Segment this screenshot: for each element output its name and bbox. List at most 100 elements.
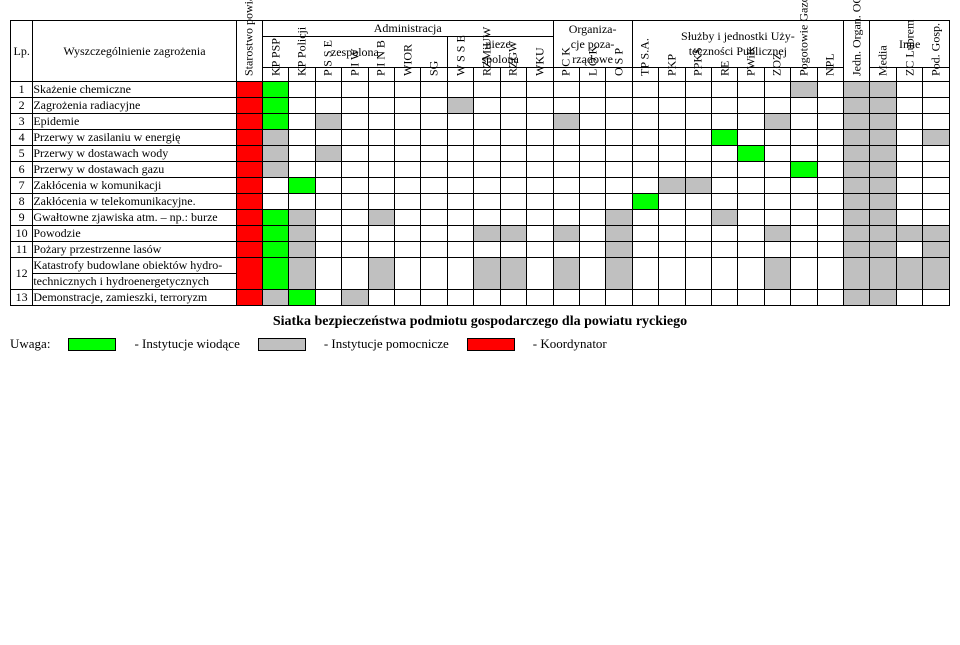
- cell: [606, 162, 632, 178]
- cell: [817, 146, 843, 162]
- cell: [579, 98, 605, 114]
- cell: [395, 194, 421, 210]
- cell: [447, 130, 473, 146]
- cell: [474, 210, 500, 226]
- cell: [289, 194, 315, 210]
- cell: [579, 210, 605, 226]
- cell: [791, 98, 817, 114]
- cell: [606, 242, 632, 258]
- cell: [632, 194, 658, 210]
- cell: [659, 130, 685, 146]
- col-6: WIOR: [395, 68, 421, 82]
- cell: [870, 194, 896, 210]
- cell: [711, 146, 737, 162]
- row-lp: 13: [11, 290, 33, 306]
- cell: [342, 98, 368, 114]
- cell: [711, 210, 737, 226]
- cell: [236, 114, 262, 130]
- cell: [289, 82, 315, 98]
- cell: [659, 162, 685, 178]
- cell: [579, 194, 605, 210]
- cell: [342, 226, 368, 242]
- cell: [896, 290, 922, 306]
- cell: [500, 114, 526, 130]
- cell: [500, 194, 526, 210]
- cell: [553, 210, 579, 226]
- cell: [500, 98, 526, 114]
- cell: [764, 210, 790, 226]
- cell: [395, 210, 421, 226]
- cell: [659, 290, 685, 306]
- cell: [315, 146, 341, 162]
- cell: [395, 146, 421, 162]
- cell: [870, 162, 896, 178]
- cell: [447, 242, 473, 258]
- cell: [606, 178, 632, 194]
- row-name: Zakłócenia w telekomunikacyjne.: [33, 194, 236, 210]
- cell: [474, 162, 500, 178]
- cell: [791, 210, 817, 226]
- cell: [262, 130, 288, 146]
- col-15: TP S.A.: [632, 68, 658, 82]
- cell: [844, 258, 870, 290]
- header-name: Wyszczególnienie zagrożenia: [33, 21, 236, 82]
- row-lp: 10: [11, 226, 33, 242]
- cell: [342, 162, 368, 178]
- cell: [764, 146, 790, 162]
- cell: [395, 162, 421, 178]
- row-lp: 6: [11, 162, 33, 178]
- col-9: RZMiUW: [474, 68, 500, 82]
- cell: [315, 226, 341, 242]
- cell: [553, 82, 579, 98]
- cell: [659, 146, 685, 162]
- cell: [421, 146, 447, 162]
- cell: [236, 130, 262, 146]
- col-17: PPKS: [685, 68, 711, 82]
- cell: [764, 162, 790, 178]
- legend-coord: - Koordynator: [533, 336, 607, 352]
- cell: [553, 130, 579, 146]
- cell: [289, 290, 315, 306]
- col-18: RE: [711, 68, 737, 82]
- cell: [262, 258, 288, 290]
- col-19: PWiK: [738, 68, 764, 82]
- cell: [474, 178, 500, 194]
- cell: [368, 146, 394, 162]
- cell: [791, 130, 817, 146]
- cell: [896, 98, 922, 114]
- cell: [342, 242, 368, 258]
- cell: [817, 290, 843, 306]
- cell: [262, 210, 288, 226]
- cell: [579, 178, 605, 194]
- cell: [870, 290, 896, 306]
- cell: [262, 162, 288, 178]
- cell: [685, 146, 711, 162]
- cell: [447, 258, 473, 290]
- cell: [474, 194, 500, 210]
- cell: [395, 82, 421, 98]
- cell: [236, 210, 262, 226]
- cell: [923, 130, 950, 146]
- cell: [500, 226, 526, 242]
- row-name: Demonstracje, zamieszki, terroryzm: [33, 290, 236, 306]
- cell: [474, 258, 500, 290]
- cell: [262, 146, 288, 162]
- cell: [500, 258, 526, 290]
- cell: [685, 82, 711, 98]
- cell: [421, 82, 447, 98]
- cell: [447, 82, 473, 98]
- cell: [632, 130, 658, 146]
- cell: [342, 178, 368, 194]
- cell: [606, 82, 632, 98]
- footer-title: Siatka bezpieczeństwa podmiotu gospodarc…: [10, 314, 950, 330]
- cell: [527, 194, 553, 210]
- cell: [289, 162, 315, 178]
- cell: [711, 130, 737, 146]
- cell: [527, 162, 553, 178]
- cell: [368, 290, 394, 306]
- cell: [764, 178, 790, 194]
- col-1: KP PSP: [262, 68, 288, 82]
- cell: [606, 226, 632, 242]
- cell: [527, 242, 553, 258]
- cell: [844, 242, 870, 258]
